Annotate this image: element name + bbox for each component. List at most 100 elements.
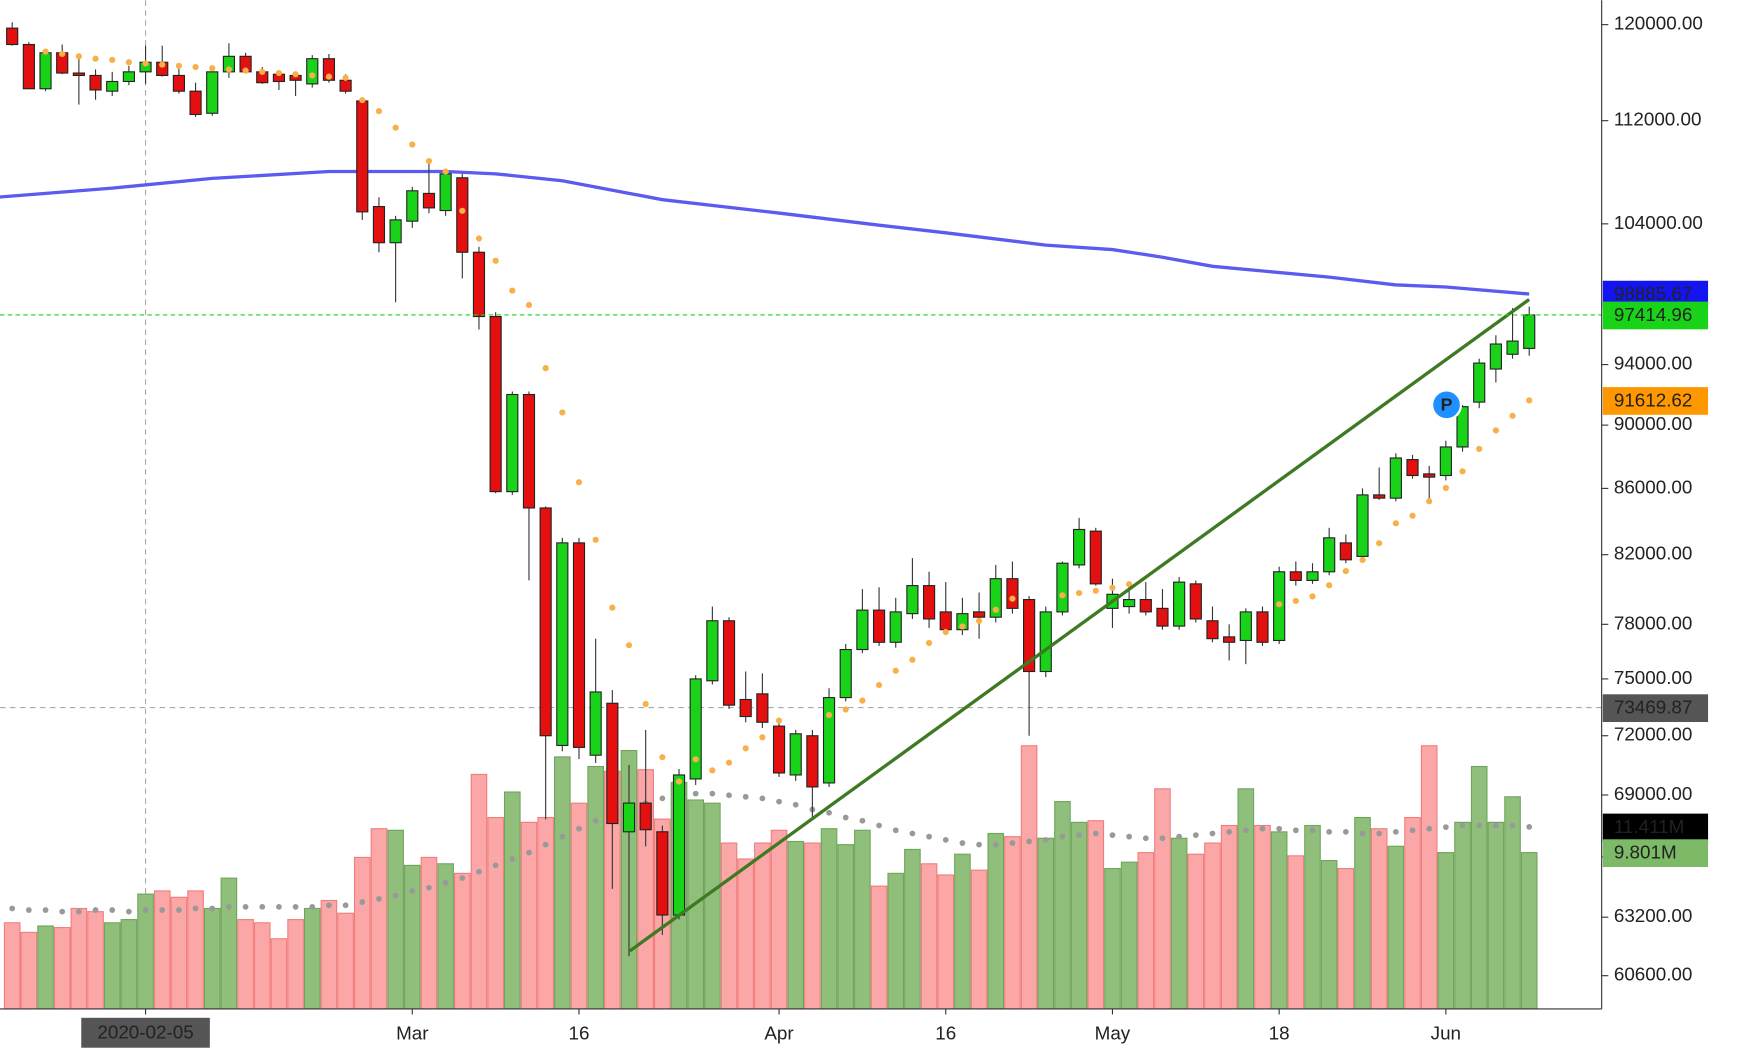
candle-body bbox=[39, 52, 52, 90]
last-price-tag-box bbox=[1602, 301, 1709, 330]
volume-ma-dot bbox=[909, 830, 916, 837]
volume-ma-dot bbox=[1409, 827, 1416, 834]
volume-bar bbox=[1287, 855, 1305, 1010]
volume-ma-dot bbox=[192, 905, 199, 912]
sar-dot bbox=[1526, 397, 1533, 404]
candle-body bbox=[606, 702, 619, 825]
x-tick-label: Mar bbox=[396, 1022, 428, 1043]
candle-body bbox=[972, 611, 986, 618]
sar-dot bbox=[892, 667, 899, 674]
volume-ma-dot bbox=[92, 907, 99, 913]
sma-tag-label: 98885.67 bbox=[1614, 283, 1693, 304]
volume-bar bbox=[1070, 821, 1088, 1010]
sar-dot bbox=[759, 734, 766, 741]
volume-ma-dot bbox=[1209, 830, 1216, 837]
volume-ma-dot bbox=[426, 884, 432, 891]
volume-ma-dot bbox=[392, 892, 399, 899]
sar-dot bbox=[425, 157, 433, 165]
candle-body bbox=[1123, 599, 1136, 608]
volume-bar bbox=[804, 842, 821, 1010]
candle-body bbox=[672, 774, 686, 916]
volume-ma-dot bbox=[1276, 825, 1283, 832]
candle-body bbox=[1156, 607, 1169, 627]
volume-bar bbox=[70, 907, 88, 1010]
sar-dot bbox=[725, 759, 733, 766]
sar-dot bbox=[75, 53, 82, 60]
volume-bar bbox=[754, 842, 771, 1010]
volume-bar bbox=[770, 829, 788, 1010]
volume-bar bbox=[337, 912, 354, 1010]
volume-bar bbox=[370, 828, 388, 1010]
volume-ma-dot bbox=[1259, 825, 1266, 832]
volume-ma-dot bbox=[459, 875, 466, 882]
candle-body bbox=[856, 609, 869, 651]
sar-dot bbox=[1509, 412, 1516, 419]
candle-body bbox=[1073, 528, 1086, 566]
candle-body bbox=[1189, 583, 1202, 620]
volume-bar bbox=[937, 874, 955, 1010]
sar-dot bbox=[275, 69, 283, 77]
x-tick-label: Apr bbox=[764, 1022, 793, 1043]
candle-body bbox=[1323, 537, 1336, 573]
volume-ma-dot bbox=[309, 903, 316, 910]
volume-bar bbox=[1454, 821, 1471, 1010]
candle-body bbox=[1456, 406, 1469, 448]
volume-bar bbox=[837, 844, 855, 1010]
volume-ma-dot bbox=[1326, 829, 1333, 835]
candle-body bbox=[722, 620, 736, 706]
sar-dot bbox=[1109, 584, 1116, 591]
sar-dot bbox=[1426, 498, 1433, 505]
price-axis-panel bbox=[1601, 0, 1738, 1048]
sar-dot bbox=[975, 617, 983, 625]
candle-body bbox=[706, 620, 719, 682]
sar-dot bbox=[909, 656, 916, 663]
candle-body bbox=[1056, 562, 1069, 613]
sar-dot bbox=[159, 61, 166, 68]
sar-dot bbox=[575, 479, 583, 486]
candle-body bbox=[572, 542, 586, 748]
sar-dot bbox=[225, 66, 233, 73]
volume-ma-dot bbox=[526, 849, 532, 856]
sar-dot bbox=[325, 73, 333, 80]
volume-ma-dot bbox=[342, 902, 349, 909]
volume-bar bbox=[787, 840, 805, 1010]
volume-ma-dot bbox=[1309, 827, 1316, 834]
candle-body bbox=[1523, 314, 1536, 349]
y-tick-label: 60600.00 bbox=[1614, 964, 1693, 985]
volume-ma-dot bbox=[1509, 822, 1516, 829]
volume-bar bbox=[1270, 831, 1288, 1010]
volume-bar bbox=[1370, 828, 1388, 1010]
sma-line bbox=[0, 169, 1530, 296]
volume-bar bbox=[387, 829, 404, 1010]
volume-bar bbox=[237, 919, 254, 1010]
sar-dot bbox=[709, 767, 716, 774]
volume-bar bbox=[453, 872, 471, 1010]
volume-bar bbox=[1020, 745, 1038, 1010]
sar-dot bbox=[692, 756, 699, 763]
volume-ma-dot bbox=[792, 801, 799, 808]
trendline bbox=[628, 298, 1531, 953]
candle-body bbox=[1089, 530, 1102, 585]
sar-dot bbox=[859, 697, 866, 704]
volume-ma-dot bbox=[759, 795, 766, 802]
volume-bar bbox=[120, 919, 138, 1010]
volume-ma-dot bbox=[1242, 827, 1249, 834]
sar-dot bbox=[609, 604, 616, 611]
volume-ma-dot bbox=[242, 903, 249, 910]
y-tick-label: 63200.00 bbox=[1614, 905, 1693, 926]
volume-ma-dot bbox=[1476, 822, 1483, 829]
sar-dot bbox=[1492, 427, 1499, 434]
volume-bar bbox=[820, 828, 838, 1010]
crosshair-price-tag-label: 73469.87 bbox=[1614, 697, 1693, 718]
sar-dot bbox=[459, 207, 466, 214]
volume-bar bbox=[403, 864, 421, 1010]
candle-body bbox=[439, 173, 452, 212]
x-tick-label: 16 bbox=[569, 1022, 590, 1043]
sar-dot bbox=[1309, 593, 1316, 600]
volume-ma-dot bbox=[776, 798, 782, 805]
crosshair-date-label: 2020-02-05 bbox=[97, 1021, 193, 1042]
volume-bar bbox=[1220, 824, 1238, 1010]
volume-bar bbox=[1154, 788, 1171, 1010]
volume-bar bbox=[1004, 836, 1021, 1010]
candle-body bbox=[372, 206, 386, 244]
